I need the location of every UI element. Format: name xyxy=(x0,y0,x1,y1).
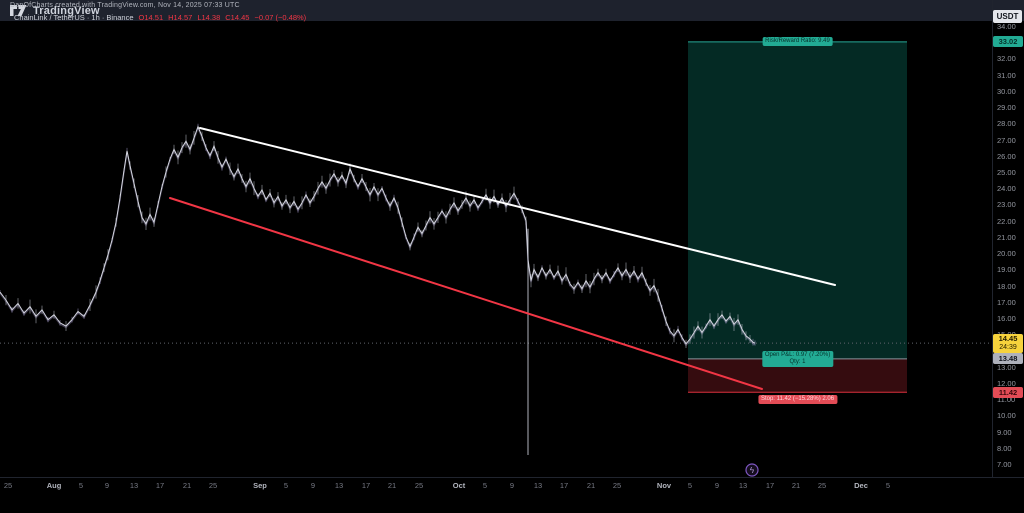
price-tick: 26.00 xyxy=(997,151,1016,161)
ohlc-open: O14.51 xyxy=(138,13,164,22)
entry-label-line2: Qty: 1 xyxy=(789,358,806,365)
stop-price-badge[interactable]: 11.42 xyxy=(993,386,1023,398)
price-tick: 9.00 xyxy=(997,427,1012,437)
price-tick: 31.00 xyxy=(997,70,1016,80)
price-tick: 16.00 xyxy=(997,313,1016,323)
ohlc-close: C14.45 xyxy=(225,13,250,22)
time-tick: 9 xyxy=(310,481,316,490)
time-tick: 13 xyxy=(738,481,748,490)
time-tick: Sep xyxy=(253,481,267,490)
price-tick: 30.00 xyxy=(997,86,1016,96)
time-tick: 21 xyxy=(387,481,397,490)
price-tick: 21.00 xyxy=(997,232,1016,242)
event-marker[interactable] xyxy=(745,463,759,477)
target-label[interactable]: Risk/Reward Ratio: 9.49 xyxy=(762,36,833,46)
stop-label[interactable]: Stop: 11.42 (−15.28%) 2.06 xyxy=(757,395,838,405)
price-tick: 11.00 xyxy=(997,395,1016,405)
footer-bar: TradingView xyxy=(0,0,1024,21)
entry-label[interactable]: Open P&L: 0.97 (7.20%) Qty: 1 xyxy=(761,350,834,367)
time-tick: 5 xyxy=(482,481,488,490)
ohlc-low: L14.38 xyxy=(197,13,221,22)
time-tick: 13 xyxy=(129,481,139,490)
tradingview-brand[interactable]: TradingView xyxy=(33,4,100,17)
price-tick: 17.00 xyxy=(997,297,1016,307)
time-tick: 17 xyxy=(361,481,371,490)
time-tick: 25 xyxy=(817,481,827,490)
time-tick: 25 xyxy=(208,481,218,490)
price-tick: 25.00 xyxy=(997,167,1016,177)
bar-countdown: 24:39 xyxy=(999,343,1017,351)
last-price-value: 14.45 xyxy=(998,334,1018,344)
time-tick: Oct xyxy=(452,481,466,490)
price-tick: 8.00 xyxy=(997,443,1012,453)
time-tick: Dec xyxy=(854,481,868,490)
tradingview-logo-icon[interactable] xyxy=(10,4,27,17)
entry-label-line1: Open P&L: 0.97 (7.20%) xyxy=(764,351,831,358)
time-tick: Nov xyxy=(656,481,672,490)
time-tick: 5 xyxy=(885,481,891,490)
time-tick: 17 xyxy=(765,481,775,490)
price-tick: 23.00 xyxy=(997,200,1016,210)
time-tick: 13 xyxy=(533,481,543,490)
time-tick: 13 xyxy=(334,481,344,490)
price-tick: 32.00 xyxy=(997,54,1016,64)
time-tick: 5 xyxy=(687,481,693,490)
price-tick: 34.00 xyxy=(997,22,1016,31)
entry-price-badge[interactable]: 13.48 xyxy=(993,353,1023,365)
event-marker-glyph: ϟ xyxy=(750,466,755,475)
price-tick: 24.00 xyxy=(997,184,1016,194)
time-tick: 5 xyxy=(283,481,289,490)
price-tick: 12.00 xyxy=(997,378,1016,388)
time-axis[interactable]: 25 Aug 5 9 13 17 21 25 Sep 5 9 13 17 21 25 Oct 5 9 13 17 21 2… xyxy=(0,477,1024,493)
time-tick: Aug xyxy=(46,481,62,490)
time-tick: 21 xyxy=(182,481,192,490)
price-tick: 19.00 xyxy=(997,265,1016,275)
time-tick: 25 xyxy=(612,481,622,490)
target-price-badge[interactable]: 33.02 xyxy=(993,36,1023,48)
time-tick: 21 xyxy=(586,481,596,490)
price-tick: 18.00 xyxy=(997,281,1016,291)
price-tick: 22.00 xyxy=(997,216,1016,226)
chart-pane[interactable]: ϟ xyxy=(0,0,1024,492)
symbol-title[interactable]: ChainLink / TetherUS · 1h · Binance xyxy=(14,13,134,22)
currency-toggle-button[interactable]: USDT xyxy=(993,10,1022,23)
profit-zone[interactable] xyxy=(688,41,907,359)
attribution-text: DanOfCharts created with TradingView.com… xyxy=(10,2,240,9)
candlestick-series xyxy=(0,125,756,345)
time-tick: 9 xyxy=(714,481,720,490)
time-tick: 5 xyxy=(78,481,84,490)
time-tick: 21 xyxy=(791,481,801,490)
time-tick: 25 xyxy=(3,481,13,490)
ohlc-high: H14.57 xyxy=(168,13,193,22)
price-tick: 29.00 xyxy=(997,103,1016,113)
trendline-resistance[interactable] xyxy=(199,127,836,286)
price-tick: 13.00 xyxy=(997,362,1016,372)
last-price-badge: 14.45 24:39 xyxy=(993,334,1023,354)
time-tick: 17 xyxy=(559,481,569,490)
price-tick: 27.00 xyxy=(997,135,1016,145)
time-tick: 25 xyxy=(414,481,424,490)
time-tick: 9 xyxy=(104,481,110,490)
time-tick: 17 xyxy=(155,481,165,490)
price-axis[interactable]: 34.00 32.00 31.00 30.00 29.00 28.00 27.00 26.00… xyxy=(992,0,1024,477)
chart-legend: ChainLink / TetherUS · 1h · Binance O14.… xyxy=(14,13,306,22)
price-tick: 28.00 xyxy=(997,119,1016,129)
trendline-support[interactable] xyxy=(169,197,763,390)
price-tick: 20.00 xyxy=(997,249,1016,259)
change-value: −0.07 (−0.48%) xyxy=(254,13,307,22)
price-tick: 10.00 xyxy=(997,411,1016,421)
price-tick: 7.00 xyxy=(997,459,1012,469)
time-tick: 9 xyxy=(509,481,515,490)
